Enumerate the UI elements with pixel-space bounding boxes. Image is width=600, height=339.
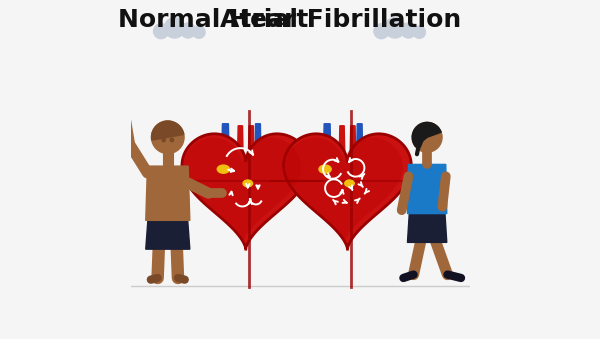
Circle shape <box>413 26 425 38</box>
Polygon shape <box>182 134 310 249</box>
Polygon shape <box>356 124 362 158</box>
Circle shape <box>181 23 196 38</box>
Wedge shape <box>412 122 441 147</box>
Polygon shape <box>286 138 403 244</box>
Polygon shape <box>238 126 243 153</box>
Polygon shape <box>242 210 247 230</box>
Circle shape <box>193 26 205 38</box>
Text: Normal Heart: Normal Heart <box>118 8 309 32</box>
Circle shape <box>412 122 442 152</box>
Circle shape <box>162 138 166 142</box>
Polygon shape <box>184 138 301 244</box>
Text: Atrial Fibrillation: Atrial Fibrillation <box>220 8 461 32</box>
Polygon shape <box>255 124 261 158</box>
Circle shape <box>374 24 389 39</box>
Circle shape <box>154 24 169 39</box>
Circle shape <box>170 138 173 142</box>
Circle shape <box>401 23 416 38</box>
Ellipse shape <box>319 165 331 173</box>
Circle shape <box>164 18 185 38</box>
Polygon shape <box>407 164 447 214</box>
Polygon shape <box>248 126 254 153</box>
Polygon shape <box>284 134 411 249</box>
Ellipse shape <box>345 180 354 187</box>
Wedge shape <box>152 121 184 140</box>
Ellipse shape <box>217 165 229 173</box>
Polygon shape <box>221 124 229 158</box>
Circle shape <box>152 121 184 154</box>
Ellipse shape <box>243 180 253 187</box>
Polygon shape <box>323 124 331 158</box>
Circle shape <box>385 18 405 38</box>
Polygon shape <box>340 126 345 153</box>
Polygon shape <box>350 126 356 153</box>
Polygon shape <box>343 210 349 230</box>
Polygon shape <box>146 166 190 220</box>
Polygon shape <box>146 217 190 249</box>
Polygon shape <box>407 210 447 242</box>
